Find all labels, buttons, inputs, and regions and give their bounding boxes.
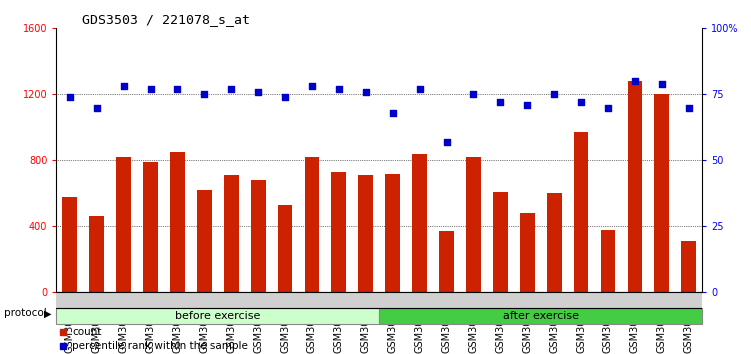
Point	[360, 89, 372, 95]
Point	[629, 78, 641, 84]
Point	[64, 94, 76, 100]
Bar	[305, 157, 319, 292]
Bar	[379, 308, 702, 324]
Bar	[385, 173, 400, 292]
Point	[414, 86, 426, 92]
Point	[279, 94, 291, 100]
Bar	[574, 132, 589, 292]
Bar	[654, 94, 669, 292]
Point	[91, 105, 103, 110]
Text: count: count	[72, 327, 102, 337]
Bar	[143, 162, 158, 292]
Bar	[116, 157, 131, 292]
Bar	[62, 197, 77, 292]
Text: GDS3503 / 221078_s_at: GDS3503 / 221078_s_at	[82, 13, 250, 26]
Text: ▶: ▶	[44, 308, 51, 318]
Point	[225, 86, 237, 92]
Bar	[224, 175, 239, 292]
Bar	[439, 231, 454, 292]
Point	[198, 91, 210, 97]
Bar	[170, 152, 185, 292]
Point	[306, 84, 318, 89]
Point	[118, 84, 130, 89]
Bar	[197, 190, 212, 292]
Point	[683, 105, 695, 110]
Point	[144, 86, 156, 92]
Text: after exercise: after exercise	[502, 311, 579, 321]
Point	[602, 105, 614, 110]
Bar	[520, 213, 535, 292]
Point	[656, 81, 668, 87]
Bar	[681, 241, 696, 292]
Point	[521, 102, 533, 108]
Bar	[278, 205, 292, 292]
Bar	[358, 175, 373, 292]
Text: before exercise: before exercise	[175, 311, 261, 321]
Bar	[466, 157, 481, 292]
Text: percentile rank within the sample: percentile rank within the sample	[72, 342, 249, 352]
Point	[575, 99, 587, 105]
Bar	[89, 216, 104, 292]
Point	[333, 86, 345, 92]
Point	[494, 99, 506, 105]
Point	[548, 91, 560, 97]
Bar	[56, 292, 702, 308]
Bar	[601, 230, 615, 292]
Text: protocol: protocol	[4, 308, 47, 318]
Bar	[56, 308, 379, 324]
Bar	[331, 172, 346, 292]
Bar	[412, 154, 427, 292]
Bar	[251, 180, 266, 292]
Bar	[547, 193, 562, 292]
Point	[467, 91, 479, 97]
Bar	[628, 81, 642, 292]
Point	[387, 110, 399, 116]
Point	[252, 89, 264, 95]
Point	[171, 86, 183, 92]
Bar	[493, 192, 508, 292]
Point	[441, 139, 453, 145]
